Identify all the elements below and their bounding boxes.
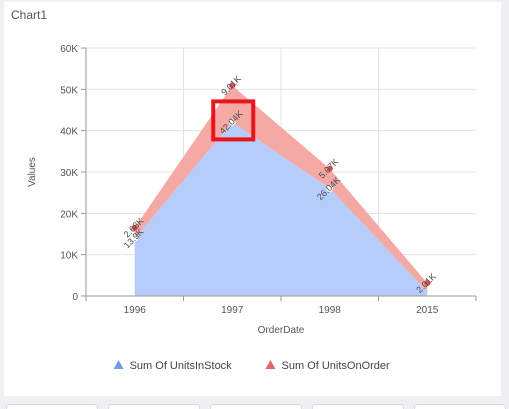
y-tick-label: 50K	[60, 85, 78, 96]
legend-area-icon	[113, 360, 124, 369]
y-tick-label: 10K	[60, 251, 78, 262]
highlight-box	[211, 99, 256, 142]
x-tick-label: 1997	[221, 305, 244, 316]
marker-units-on-order	[131, 224, 138, 231]
legend-item[interactable]: Sum Of UnitsInStock	[113, 360, 233, 372]
marker-units-in-stock	[326, 185, 334, 192]
y-tick-label: 60K	[60, 44, 78, 55]
x-tick-label: 1996	[124, 305, 147, 316]
y-tick-label: 30K	[60, 168, 78, 179]
area-series-units-in-stock	[134, 122, 428, 297]
area-series-units-on-order	[134, 85, 428, 292]
x-tick-label: 1998	[319, 305, 342, 316]
marker-layer	[131, 82, 431, 287]
y-axis-title: Values	[27, 157, 38, 187]
marker-units-in-stock	[131, 235, 139, 242]
bottom-tab[interactable]	[210, 404, 302, 409]
legend-area-icon	[265, 360, 276, 369]
y-tick-label: 0	[72, 292, 78, 303]
bottom-tab[interactable]	[414, 404, 506, 409]
axis-layer: 0 10K 20K 30K 40K 50K 60K 1996 1997 1998 2015 Order…	[27, 44, 477, 336]
x-axis-title: OrderDate	[258, 325, 305, 336]
y-tick-label: 20K	[60, 209, 78, 220]
highlight-layer	[211, 99, 256, 142]
legend-label: Sum Of UnitsInStock	[130, 360, 233, 372]
legend: Sum Of UnitsInStock Sum Of UnitsOnOrder	[113, 360, 391, 372]
area-layer	[134, 85, 428, 297]
x-tick-label: 2015	[416, 305, 439, 316]
marker-units-on-order	[424, 280, 431, 287]
marker-units-on-order	[229, 82, 236, 89]
marker-units-in-stock	[228, 119, 236, 126]
bottom-tab[interactable]	[6, 404, 98, 409]
bottom-tab[interactable]	[312, 404, 404, 409]
legend-item[interactable]: Sum Of UnitsOnOrder	[265, 360, 391, 372]
y-tick-label: 40K	[60, 127, 78, 138]
bottom-tab[interactable]	[108, 404, 200, 409]
chart-title: Chart1	[11, 8, 48, 22]
legend-label: Sum Of UnitsOnOrder	[282, 360, 391, 372]
marker-units-on-order	[326, 165, 333, 172]
